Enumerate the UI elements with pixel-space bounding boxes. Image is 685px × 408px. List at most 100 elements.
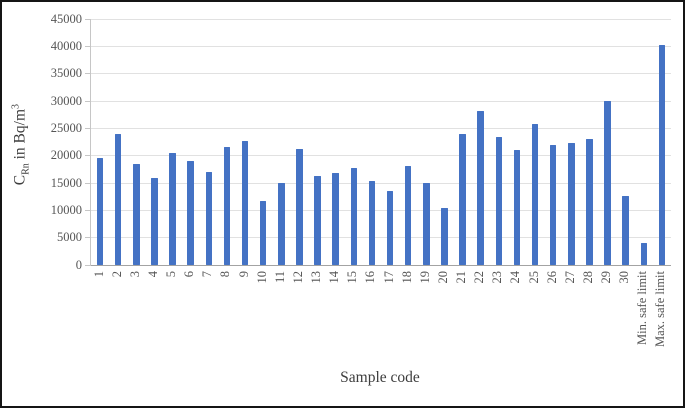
x-tick-label: 13 (309, 271, 324, 284)
y-axis-title-units: in Bq/m (11, 108, 29, 164)
y-axis-title-main: C (11, 174, 29, 186)
bar (332, 172, 339, 265)
bar (96, 158, 104, 265)
x-tick-label: Min. safe limit (635, 271, 650, 345)
y-tick-mark (85, 127, 91, 129)
x-tick-label: 4 (145, 271, 160, 278)
bar (404, 165, 412, 265)
gridline (91, 209, 671, 211)
bar (296, 148, 303, 265)
x-tick-label: 1 (91, 271, 106, 278)
plot-area (85, 18, 671, 266)
x-tick-label: 12 (290, 271, 305, 284)
y-tick-label: 35000 (50, 66, 82, 81)
x-tick-label: 28 (580, 271, 595, 284)
x-tick-label: 7 (200, 271, 215, 278)
x-tick-label: 15 (345, 271, 360, 284)
x-tick-label: 3 (127, 271, 142, 278)
bar (459, 134, 466, 265)
y-axis-title-subscript: Rn (20, 163, 32, 175)
y-axis-title: CRn in Bq/m3 (10, 95, 31, 195)
x-tick-label: 17 (381, 271, 396, 284)
bar (513, 150, 521, 265)
bar (441, 207, 448, 265)
x-tick-label: 23 (490, 271, 505, 284)
x-tick-label: 5 (164, 271, 179, 278)
gridline (91, 45, 671, 47)
gridline (91, 73, 671, 75)
x-tick-label: 22 (472, 271, 487, 284)
x-tick-label: 10 (254, 271, 269, 284)
y-tick-mark (85, 100, 91, 102)
y-tick-mark (85, 155, 91, 157)
bar (549, 145, 557, 265)
x-tick-label: 20 (435, 271, 450, 284)
y-tick-mark (85, 182, 91, 184)
bar (151, 177, 158, 265)
y-tick-label: 15000 (50, 175, 82, 190)
y-tick-mark (85, 73, 91, 75)
x-tick-label: 19 (417, 271, 432, 284)
x-tick-label: 25 (526, 271, 541, 284)
bar (386, 190, 394, 265)
y-tick-label: 5000 (57, 230, 82, 245)
bar (495, 136, 503, 265)
gridline (91, 18, 671, 20)
y-tick-mark (85, 264, 91, 266)
bar (205, 172, 213, 265)
bar (169, 152, 176, 265)
bar (114, 134, 122, 265)
bar (133, 164, 140, 265)
y-tick-mark (85, 18, 91, 20)
x-tick-label: 29 (599, 271, 614, 284)
x-tick-label: 18 (399, 271, 414, 284)
x-tick-label: 30 (617, 271, 632, 284)
x-tick-label: 14 (327, 271, 342, 284)
y-tick-label: 45000 (50, 11, 82, 26)
gridline (91, 237, 671, 239)
y-tick-label: 20000 (50, 148, 82, 163)
bar (259, 201, 267, 265)
y-tick-label: 30000 (50, 93, 82, 108)
bar (586, 139, 593, 265)
bar (278, 182, 285, 265)
bar (477, 110, 484, 265)
bar (568, 142, 575, 265)
y-tick-mark (85, 45, 91, 47)
y-tick-label: 25000 (50, 120, 82, 135)
x-tick-label: Max. safe limit (653, 271, 668, 348)
x-tick-label: 6 (182, 271, 197, 278)
bar (350, 167, 358, 265)
y-tick-label: 0 (75, 257, 82, 272)
gridline (91, 127, 671, 129)
bar (531, 124, 539, 265)
y-tick-label: 40000 (50, 38, 82, 53)
x-tick-label: 26 (544, 271, 559, 284)
x-tick-label: 2 (109, 271, 124, 278)
bar (658, 45, 666, 265)
x-tick-label: 16 (363, 271, 378, 284)
x-tick-label: 11 (272, 271, 287, 284)
gridline (91, 182, 671, 184)
gridline (91, 155, 671, 157)
y-tick-label: 10000 (50, 202, 82, 217)
bar (368, 180, 376, 265)
x-tick-label: 9 (236, 271, 251, 278)
bar (604, 100, 611, 265)
bar (423, 183, 430, 265)
y-tick-mark (85, 209, 91, 211)
x-tick-label: 21 (454, 271, 469, 284)
bar (622, 195, 629, 265)
y-tick-mark (85, 237, 91, 239)
x-tick-label: 24 (508, 271, 523, 284)
x-tick-label: 27 (562, 271, 577, 284)
x-axis-title: Sample code (340, 369, 420, 386)
gridline (91, 100, 671, 102)
bar (223, 146, 231, 265)
bar (640, 243, 648, 265)
bar (314, 175, 321, 265)
bar (187, 161, 194, 265)
y-axis-title-superscript: 3 (10, 103, 22, 109)
x-tick-label: 8 (218, 271, 233, 278)
